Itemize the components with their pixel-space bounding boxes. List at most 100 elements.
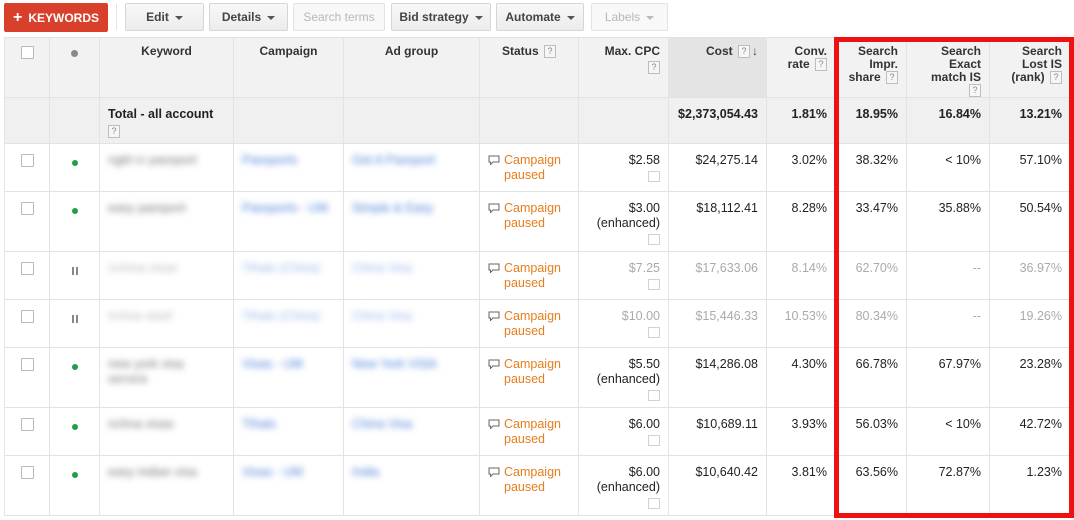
details-button[interactable]: Details (209, 3, 288, 31)
bid-chart-icon[interactable] (648, 171, 660, 183)
row-checkbox[interactable] (20, 310, 34, 324)
search-impr-share-header[interactable]: Search Impr. share ? (835, 36, 907, 99)
help-icon[interactable]: ? (544, 45, 557, 59)
search-terms-button[interactable]: Search terms (293, 3, 385, 31)
search-impr-share-cell: 62.70% (835, 251, 907, 301)
status-text[interactable]: Campaign paused (488, 417, 570, 447)
row-state-cell[interactable] (49, 455, 100, 517)
status-text[interactable]: Campaign paused (488, 357, 570, 387)
table-row[interactable]: easy passport Passports - UM Simple & Easy… (4, 191, 1071, 253)
bid-chart-icon[interactable] (648, 327, 660, 339)
row-state-cell[interactable] (49, 299, 100, 349)
status-text[interactable]: Campaign paused (488, 309, 570, 339)
max-cpc-cell[interactable]: $3.00 (enhanced) (578, 191, 669, 253)
row-checkbox[interactable] (20, 418, 34, 432)
status-header[interactable]: Status ? (479, 36, 579, 99)
bid-chart-icon[interactable] (648, 498, 660, 510)
keyword-header[interactable]: Keyword (99, 36, 234, 99)
comment-icon (488, 263, 500, 274)
table-row[interactable]: nchma visas Tthals (China) China Visa Campa… (4, 251, 1071, 301)
bid-chart-icon[interactable] (648, 279, 660, 291)
state-header[interactable] (49, 36, 100, 99)
help-icon[interactable]: ? (1050, 71, 1062, 85)
conv-rate-header[interactable]: Conv. rate ? (766, 36, 836, 99)
labels-button[interactable]: Labels (591, 3, 668, 31)
row-checkbox[interactable] (20, 358, 34, 372)
ad-group-link[interactable]: India (352, 465, 380, 480)
help-icon[interactable]: ? (969, 84, 981, 98)
bid-strategy-button[interactable]: Bid strategy (391, 3, 491, 31)
automate-button[interactable]: Automate (496, 3, 584, 31)
select-all-checkbox[interactable] (20, 46, 34, 59)
status-label: Campaign paused (504, 201, 561, 231)
ad-group-link[interactable]: China Visa (352, 261, 413, 276)
ad-group-cell: China Visa (343, 407, 480, 457)
help-icon[interactable]: ? (738, 45, 750, 59)
campaign-link[interactable]: Passports - UM (242, 201, 329, 216)
max-cpc-cell[interactable]: $6.00 (578, 407, 669, 457)
table-row[interactable]: new york visa service Visas - UM New York … (4, 347, 1071, 409)
search-exact-match-is-header-line3: match IS (930, 70, 981, 84)
row-state-cell[interactable] (49, 347, 100, 409)
keyword-text[interactable]: new york visa service (108, 357, 184, 387)
status-dot-icon (71, 50, 78, 57)
ad-group-header[interactable]: Ad group (343, 36, 480, 99)
cost-header[interactable]: Cost ? ↓ (668, 36, 767, 99)
row-state-cell[interactable] (49, 407, 100, 457)
row-state-cell[interactable] (49, 191, 100, 253)
row-state-cell[interactable] (49, 143, 100, 193)
campaign-link[interactable]: Tthals (China) (242, 309, 321, 324)
keyword-text[interactable]: easy indian visa (108, 465, 197, 480)
ad-group-link[interactable]: China Visa (352, 417, 413, 432)
max-cpc-cell[interactable]: $6.00 (enhanced) (578, 455, 669, 517)
max-cpc-header[interactable]: Max. CPC? (578, 36, 669, 99)
ad-group-link[interactable]: Get A Passport (352, 153, 436, 168)
status-text[interactable]: Campaign paused (488, 261, 570, 291)
campaign-link[interactable]: Tthals (China) (242, 261, 321, 276)
help-icon[interactable]: ? (815, 58, 827, 72)
keyword-text[interactable]: nchma visas (108, 261, 178, 276)
search-exact-match-is-header[interactable]: Search Exact match IS ? (906, 36, 990, 99)
search-lost-is-rank-header[interactable]: Search Lost IS (rank) ? (989, 36, 1071, 99)
campaign-link[interactable]: Visas - UM (242, 465, 303, 480)
ad-group-link[interactable]: New York VISA (352, 357, 437, 372)
max-cpc-cell[interactable]: $10.00 (578, 299, 669, 349)
row-checkbox[interactable] (20, 154, 34, 168)
paused-icon (71, 315, 78, 324)
help-icon[interactable]: ? (108, 125, 120, 139)
row-checkbox[interactable] (20, 262, 34, 276)
campaign-link[interactable]: Passports (242, 153, 298, 168)
ad-group-link[interactable]: China Visa (352, 309, 413, 324)
table-row[interactable]: hchna stasf Tthals (China) China Visa Campa… (4, 299, 1071, 349)
table-row[interactable]: easy indian visa Visas - UM India Campaign … (4, 455, 1071, 517)
bid-chart-icon[interactable] (648, 435, 660, 447)
row-checkbox[interactable] (20, 466, 34, 480)
keyword-text[interactable]: easy passport (108, 201, 186, 216)
help-icon[interactable]: ? (886, 71, 898, 85)
max-cpc-value: $5.50 (628, 357, 660, 372)
edit-button[interactable]: Edit (125, 3, 204, 31)
campaign-link[interactable]: Visas - UM (242, 357, 303, 372)
campaign-link[interactable]: Tthals (242, 417, 277, 432)
keyword-text[interactable]: nchna visas (108, 417, 175, 432)
max-cpc-cell[interactable]: $7.25 (578, 251, 669, 301)
table-row[interactable]: nchna visas Tthals China Visa Campaign paus… (4, 407, 1071, 457)
max-cpc-cell[interactable]: $2.58 (578, 143, 669, 193)
keyword-header-label: Keyword (141, 44, 192, 58)
row-checkbox[interactable] (20, 202, 34, 216)
bid-chart-icon[interactable] (648, 234, 660, 246)
table-row[interactable]: ngld cr passport Passports Get A Passport C… (4, 143, 1071, 193)
row-state-cell[interactable] (49, 251, 100, 301)
ad-group-link[interactable]: Simple & Easy (352, 201, 434, 216)
add-keywords-button[interactable]: + KEYWORDS (4, 3, 108, 32)
help-icon[interactable]: ? (648, 61, 660, 74)
bid-chart-icon[interactable] (648, 390, 660, 402)
max-cpc-cell[interactable]: $5.50 (enhanced) (578, 347, 669, 409)
status-text[interactable]: Campaign paused (488, 201, 570, 231)
keyword-text[interactable]: hchna stasf (108, 309, 172, 324)
max-cpc-value: $6.00 (628, 417, 660, 432)
keyword-text[interactable]: ngld cr passport (108, 153, 197, 168)
status-text[interactable]: Campaign paused (488, 465, 570, 495)
campaign-header[interactable]: Campaign (233, 36, 344, 99)
status-text[interactable]: Campaign paused (488, 153, 570, 183)
